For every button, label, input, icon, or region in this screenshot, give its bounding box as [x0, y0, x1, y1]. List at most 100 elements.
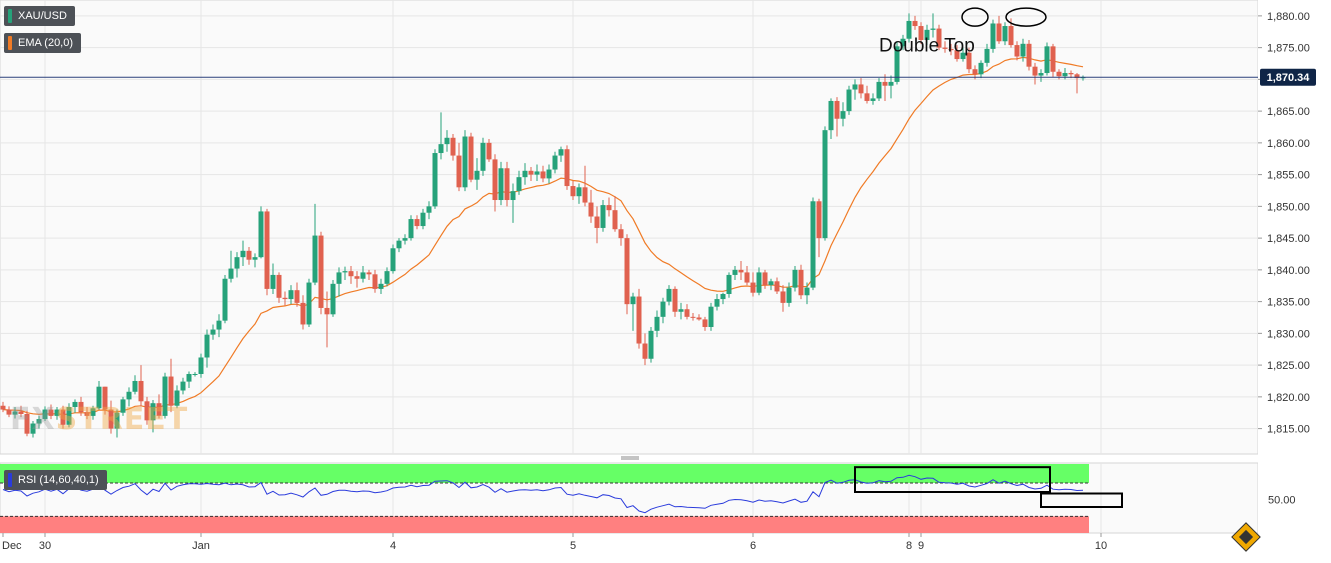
candle-body: [402, 238, 408, 241]
candle-body: [438, 144, 444, 154]
candle-body: [12, 411, 18, 415]
candle: [516, 170, 522, 195]
candle: [744, 266, 750, 286]
candle-body: [618, 229, 624, 239]
candle: [1074, 73, 1080, 94]
candle: [270, 263, 276, 294]
candle: [432, 149, 438, 209]
axes: 1,815.00 1,820.00 1,825.00 1,830.00 1,835.00…: [2, 11, 1310, 552]
candle: [984, 43, 990, 67]
candle: [288, 285, 294, 305]
candle-body: [288, 290, 294, 300]
ema-legend[interactable]: EMA (20,0): [4, 33, 82, 53]
rsi-level-label: 50.00: [1268, 495, 1296, 507]
annotations: Double Top: [879, 7, 1047, 56]
candle: [672, 286, 678, 317]
candle: [222, 274, 228, 324]
candle-body: [726, 274, 732, 294]
candle: [774, 277, 780, 294]
candle: [888, 75, 894, 99]
candle: [0, 401, 6, 413]
y-tick-label: 1,850.00: [1267, 201, 1310, 213]
candle: [462, 130, 468, 192]
candle: [498, 161, 504, 206]
rsi-highlight-box: [854, 466, 1051, 493]
candle: [156, 394, 162, 419]
candle-body: [204, 334, 210, 358]
candle: [396, 238, 402, 253]
y-tick-label: 1,865.00: [1267, 106, 1310, 118]
current-price-value: 1,870.34: [1267, 72, 1311, 84]
candle: [750, 272, 756, 297]
candle-body: [1050, 46, 1056, 72]
candle-body: [222, 278, 228, 321]
candle-body: [702, 319, 708, 328]
candle: [828, 98, 834, 140]
candle: [1050, 43, 1056, 77]
candle: [612, 196, 618, 232]
candle: [720, 292, 726, 305]
candle-body: [1026, 43, 1032, 67]
candle-body: [18, 411, 24, 414]
candle: [576, 183, 582, 204]
candle-body: [474, 170, 480, 180]
rsi-highlight-box: [1040, 492, 1123, 508]
candle: [582, 165, 588, 207]
x-tick-label: 30: [39, 540, 51, 552]
pane-resize-handle[interactable]: [621, 456, 639, 460]
candle-body: [486, 142, 492, 160]
candle: [660, 297, 666, 324]
candle: [858, 78, 864, 99]
candle-body: [444, 137, 450, 145]
rsi-legend[interactable]: RSI (14,60,40,1): [4, 470, 107, 490]
candle-body: [924, 29, 930, 41]
rsi-level-value: 50.00: [1268, 495, 1296, 507]
candle: [780, 285, 786, 312]
rsi-series-line: [2, 474, 1084, 514]
candle-body: [522, 170, 528, 178]
candle-body: [864, 93, 870, 101]
candle: [768, 278, 774, 291]
candle: [192, 372, 198, 377]
candle: [126, 387, 132, 407]
candle: [282, 291, 288, 306]
candle-body: [600, 205, 606, 228]
candle-body: [948, 48, 954, 51]
candle-body: [174, 390, 180, 406]
candle: [990, 19, 996, 53]
candle-body: [498, 168, 504, 201]
candle-body: [492, 159, 498, 201]
candle: [30, 420, 36, 438]
candle-body: [918, 26, 924, 41]
double-top-peak-marker: [961, 7, 989, 27]
candle: [558, 146, 564, 162]
candle: [702, 316, 708, 331]
candle: [378, 278, 384, 294]
x-tick-label: 5: [570, 540, 576, 552]
candle: [546, 164, 552, 184]
candle: [354, 271, 360, 288]
candle: [42, 406, 48, 421]
main-pane-bg: [0, 0, 1259, 455]
candle-body: [60, 409, 66, 425]
candle-body: [798, 269, 804, 296]
candle-body: [696, 317, 702, 320]
candle-body: [906, 20, 912, 39]
y-tick-label: 1,825.00: [1267, 360, 1310, 372]
candle: [1002, 22, 1008, 46]
candle: [204, 329, 210, 368]
symbol-legend[interactable]: XAU/USD: [4, 6, 75, 26]
candle: [714, 293, 720, 311]
candle: [666, 285, 672, 306]
y-tick-label: 1,855.00: [1267, 170, 1310, 182]
rsi-bands: [0, 464, 1089, 533]
candle-body: [0, 405, 6, 410]
candle: [504, 161, 510, 207]
candle-body: [1056, 71, 1062, 77]
candle: [426, 201, 432, 220]
rsi-color-icon: [8, 473, 12, 487]
candle-body: [390, 248, 396, 272]
candle-body: [276, 274, 282, 298]
candle-body: [432, 153, 438, 207]
